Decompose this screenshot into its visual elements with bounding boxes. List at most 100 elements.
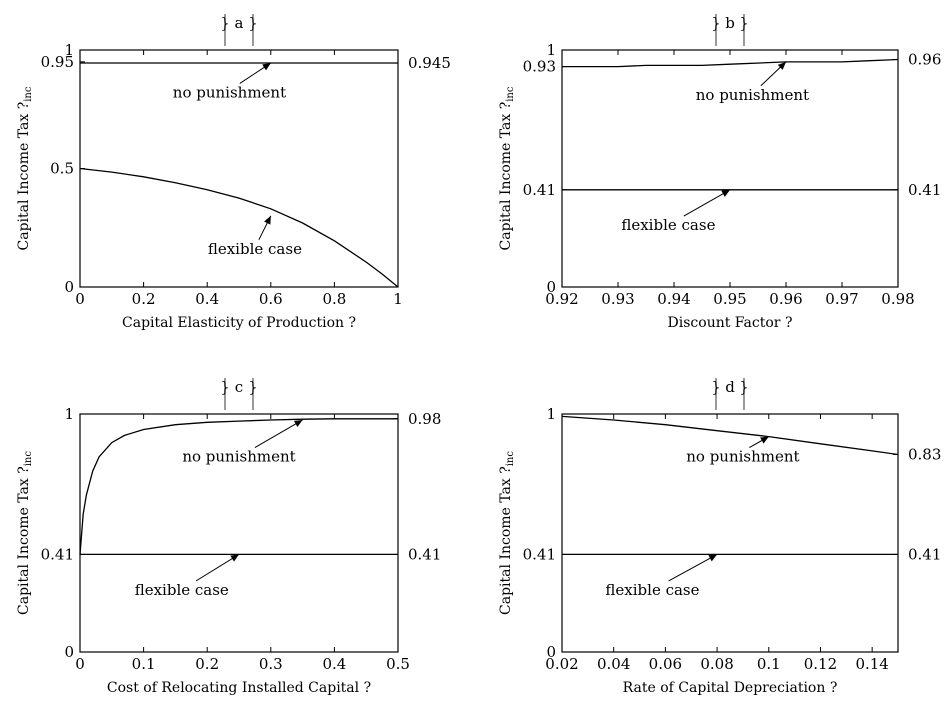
right-value-label: 0.41: [908, 545, 941, 563]
annotation: flexible case: [621, 189, 731, 234]
series-line-flexible-case: [79, 167, 399, 288]
y-tick-label: 0.41: [523, 545, 556, 563]
right-value-label: 0.98: [408, 410, 441, 428]
y-tick-label: 1: [64, 41, 74, 59]
x-axis-label: Cost of Relocating Installed Capital ?: [107, 680, 371, 696]
y-axis-label: Capital Income Tax ?inc: [498, 451, 516, 615]
y-axis-label: Capital Income Tax ?inc: [16, 451, 34, 615]
panel-tag-letter: c: [235, 378, 243, 396]
y-tick-label: 0: [64, 278, 74, 296]
annotation: flexible case: [135, 553, 240, 599]
x-tick-label: 0.04: [597, 655, 630, 673]
y-tick-label: 1: [546, 41, 556, 59]
x-tick-label: 0.93: [601, 290, 634, 308]
annotation-arrowhead: [230, 554, 239, 562]
x-tick-label: 0.14: [855, 655, 888, 673]
panel-d: } d} 0.02 0.04 0.06 0.08 0.1 0.12 0.14 0 0.41 1 0.83…: [498, 378, 941, 696]
y-tick-label: 1: [546, 405, 556, 423]
x-tick-label: 0: [75, 290, 85, 308]
annotation-arrowhead: [262, 63, 271, 71]
annotation-arrow: [254, 419, 303, 449]
annotation-arrowhead: [264, 215, 271, 225]
x-tick-label: 0.92: [545, 290, 578, 308]
x-tick-label: 0.94: [657, 290, 690, 308]
annotation: no punishment: [173, 62, 286, 101]
y-tick-label: 1: [64, 405, 74, 423]
y-axis-label-subscript: inc: [505, 86, 516, 102]
x-tick-label: 0: [75, 655, 85, 673]
annotation: flexible case: [605, 553, 718, 599]
y-axis-label-main: Capital Income Tax ?: [498, 102, 514, 251]
panel-tag-letter: d: [725, 378, 735, 396]
y-tick-label: 0.5: [50, 160, 74, 178]
y-tick-label: 0: [546, 643, 556, 661]
right-value-label: 0.41: [908, 181, 941, 199]
series-line-no-punishment: [562, 58, 899, 68]
annotation-arrowhead: [721, 189, 730, 197]
x-tick-label: 0.02: [545, 655, 578, 673]
plot-frame: [79, 413, 399, 653]
x-tick-label: 0.4: [322, 655, 346, 673]
annotation-arrow: [668, 553, 718, 582]
right-value-label: 0.945: [408, 54, 451, 72]
x-tick-label: 0.12: [804, 655, 837, 673]
x-tick-label: 0.98: [881, 290, 914, 308]
y-axis-label-main: Capital Income Tax ?: [16, 102, 32, 251]
x-tick-label: 0.5: [386, 655, 410, 673]
annotation-label: no punishment: [182, 448, 295, 466]
panel-tag: } b}: [711, 14, 749, 46]
y-tick-label: 0.95: [41, 53, 74, 71]
annotation-arrowhead: [760, 436, 769, 444]
annotation: flexible case: [208, 215, 302, 258]
x-tick-label: 0.3: [259, 655, 283, 673]
x-tick-label: 1: [393, 290, 403, 308]
x-tick-label: 0.96: [769, 290, 802, 308]
x-axis-label: Rate of Capital Depreciation ?: [623, 680, 838, 696]
annotation-label: no punishment: [696, 86, 809, 104]
y-axis-label-subscript: inc: [23, 86, 34, 102]
annotation-arrow: [683, 189, 731, 217]
y-tick-label: 0: [546, 278, 556, 296]
panel-tag: } a}: [220, 14, 258, 46]
right-value-label: 0.96: [908, 50, 941, 68]
y-tick-label: 0.41: [41, 545, 74, 563]
annotation-label: no punishment: [173, 83, 286, 101]
x-tick-label: 0.95: [713, 290, 746, 308]
annotation: no punishment: [696, 61, 809, 104]
annotation-label: flexible case: [605, 581, 699, 599]
panel-tag-letter: b: [725, 14, 735, 32]
series-line-no-punishment: [79, 418, 398, 555]
x-tick-label: 0.1: [757, 655, 781, 673]
x-tick-label: 0.8: [322, 290, 346, 308]
x-tick-label: 0.6: [259, 290, 283, 308]
annotation: no punishment: [182, 419, 303, 466]
y-axis-label: Capital Income Tax ?inc: [16, 86, 34, 250]
panel-tag: } c}: [220, 378, 258, 410]
y-tick-label: 0: [64, 643, 74, 661]
x-tick-label: 0.06: [649, 655, 682, 673]
annotation: no punishment: [686, 436, 800, 466]
x-axis-label: Discount Factor ?: [668, 315, 793, 331]
y-tick-label: 0.41: [523, 181, 556, 199]
panel-b: } b} 0.92 0.93 0.94 0.95 0.96 0.97 0.98 0 0.41 0.93…: [498, 14, 941, 331]
y-axis-label-subscript: inc: [505, 451, 516, 467]
annotation-arrowhead: [293, 419, 303, 427]
annotation-arrowhead: [777, 61, 786, 70]
panel-tag: } d}: [711, 378, 749, 410]
annotation-arrow: [195, 553, 240, 582]
annotation-arrowhead: [708, 554, 718, 562]
annotation-label: no punishment: [686, 448, 799, 466]
y-axis-label: Capital Income Tax ?inc: [498, 86, 516, 250]
y-axis-label-main: Capital Income Tax ?: [16, 466, 32, 615]
y-tick-label: 0.93: [523, 58, 556, 76]
series-line-no-punishment: [561, 415, 899, 456]
annotation-label: flexible case: [621, 216, 715, 234]
x-tick-label: 0.2: [195, 655, 219, 673]
plot-frame: [561, 413, 899, 653]
annotation-label: flexible case: [208, 240, 302, 258]
y-axis-label-subscript: inc: [23, 451, 34, 467]
y-axis-label-main: Capital Income Tax ?: [498, 466, 514, 615]
